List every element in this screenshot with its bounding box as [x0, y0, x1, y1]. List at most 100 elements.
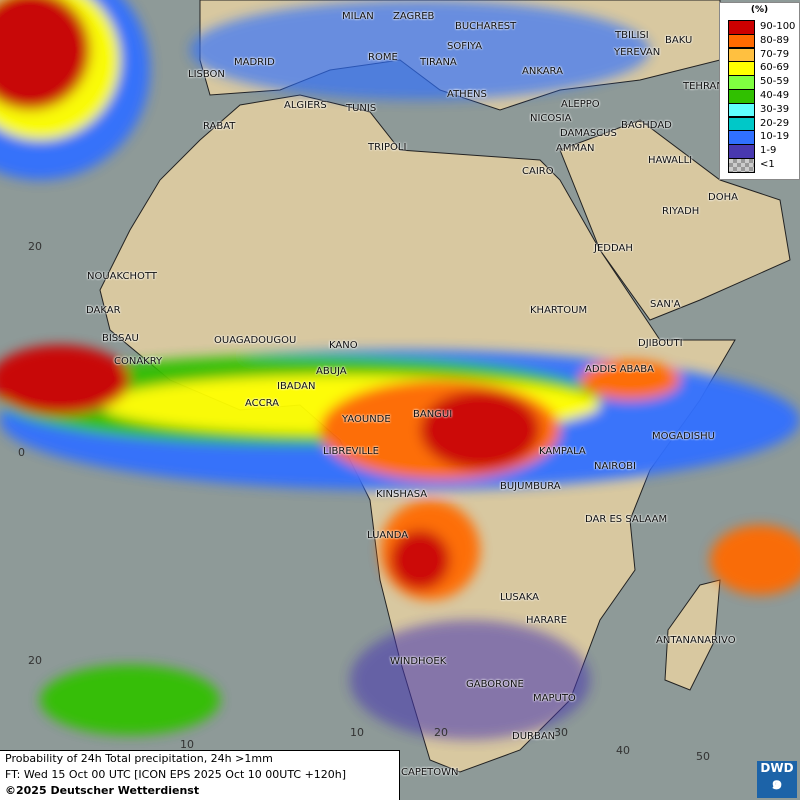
caption-forecast-time: FT: Wed 15 Oct 00 UTC [ICON EPS 2025 Oct… [5, 768, 347, 781]
legend-label: 10-19 [760, 131, 790, 143]
city-label: DURBAN [512, 731, 556, 742]
legend-swatch [728, 144, 755, 159]
legend-item: 30-39 [728, 102, 798, 118]
city-label: TBILISI [615, 30, 649, 41]
city-label: HAWALLI [648, 155, 693, 166]
city-label: SAN'A [650, 299, 681, 310]
legend: (%) 90-100 80-89 70-79 60-69 50-59 40-49 30-39… [719, 2, 800, 180]
legend-swatch [728, 89, 755, 104]
city-label: LIBREVILLE [323, 446, 379, 457]
legend-item: 50-59 [728, 75, 798, 90]
city-label: NICOSIA [530, 113, 572, 124]
legend-item: 70-79 [728, 47, 798, 63]
city-label: OUAGADOUGOU [214, 335, 297, 346]
city-label: BANGUI [413, 409, 453, 420]
legend-swatch [728, 130, 755, 145]
lon-label: 40 [616, 744, 630, 757]
legend-item: 10-19 [728, 130, 798, 145]
city-label: AMMAN [556, 143, 595, 154]
lon-label: 30 [554, 726, 568, 739]
legend-item: 80-89 [728, 33, 798, 49]
city-label: MILAN [342, 11, 374, 22]
city-label: BISSAU [102, 333, 139, 344]
dwd-logo: DWD ๑ [757, 761, 797, 798]
legend-label: 40-49 [760, 90, 790, 101]
legend-label: 20-29 [760, 117, 790, 129]
legend-item: 90-100 [728, 20, 798, 35]
city-label: KHARTOUM [530, 305, 588, 316]
city-label: YEREVAN [614, 47, 661, 58]
legend-label: 90-100 [760, 21, 796, 32]
precipitation [0, 0, 800, 740]
city-label: ANTANANARIVO [656, 635, 736, 646]
city-label: DAMASCUS [560, 128, 617, 139]
legend-item: 20-29 [728, 116, 798, 132]
legend-swatch [728, 33, 755, 49]
legend-swatch [728, 20, 755, 35]
city-label: TRIPOLI [368, 142, 407, 153]
city-label: SOFIYA [447, 41, 483, 52]
city-label: ADDIS ABABA [585, 364, 654, 375]
legend-label: 30-39 [760, 103, 790, 115]
city-label: DJIBOUTI [638, 338, 683, 349]
lat-label: 0 [18, 446, 25, 459]
city-label: LUANDA [367, 530, 409, 541]
legend-item: <1 [728, 158, 798, 173]
city-label: JEDDAH [594, 243, 633, 254]
lon-label: 10 [180, 738, 194, 751]
legend-swatch [728, 102, 755, 118]
city-label: BAKU [665, 35, 693, 46]
city-label: ABUJA [316, 366, 347, 377]
city-label: ZAGREB [393, 11, 435, 22]
city-label: RIYADH [662, 206, 700, 217]
city-label: ROME [368, 52, 398, 63]
city-label: MAPUTO [533, 693, 576, 704]
city-label: GABORONE [466, 679, 524, 690]
legend-label: 1-9 [760, 145, 777, 157]
city-label: ALEPPO [561, 99, 600, 110]
city-label: RABAT [203, 121, 236, 132]
legend-label: 50-59 [760, 76, 790, 88]
lon-label: 20 [434, 726, 448, 739]
city-label: LISBON [188, 69, 225, 80]
city-label: ALGIERS [284, 100, 327, 111]
city-label: BUJUMBURA [500, 481, 561, 492]
legend-label: 80-89 [760, 34, 790, 46]
city-label: NAIROBI [594, 461, 636, 472]
dwd-logo-text: DWD [760, 761, 794, 775]
legend-swatch [728, 158, 755, 173]
legend-item: 1-9 [728, 144, 798, 159]
legend-label: 60-69 [760, 62, 790, 74]
city-label: LUSAKA [500, 592, 539, 603]
legend-item: 40-49 [728, 89, 798, 104]
city-label: DAKAR [86, 305, 121, 316]
legend-swatch [728, 116, 755, 132]
lat-label: 20 [28, 240, 42, 253]
legend-label: <1 [760, 159, 775, 170]
city-label: CAIRO [522, 166, 554, 177]
city-label: ACCRA [245, 398, 280, 409]
city-label: DOHA [708, 192, 738, 203]
city-label: HARARE [526, 615, 568, 626]
legend-item: 60-69 [728, 61, 798, 76]
city-label: NOUAKCHOTT [87, 271, 157, 282]
legend-swatch [728, 47, 755, 63]
city-label: CAPETOWN [401, 767, 459, 778]
city-label: KANO [329, 340, 358, 351]
city-label: MOGADISHU [652, 431, 715, 442]
legend-unit: (%) [750, 5, 769, 15]
arabia [559, 119, 791, 321]
city-label: TEHRAN [683, 81, 724, 92]
caption: Probability of 24h Total precipitation, … [0, 750, 400, 800]
city-label: CONAKRY [114, 356, 163, 367]
city-label: YAOUNDE [342, 414, 391, 425]
caption-title: Probability of 24h Total precipitation, … [5, 752, 273, 765]
lon-label: 50 [696, 750, 710, 763]
city-label: ANKARA [522, 66, 563, 77]
legend-label: 70-79 [760, 48, 790, 60]
city-label: BAGHDAD [621, 120, 672, 131]
city-label: KAMPALA [539, 446, 586, 457]
caption-copyright: ©2025 Deutscher Wetterdienst [5, 784, 200, 797]
city-label: MADRID [234, 57, 275, 68]
